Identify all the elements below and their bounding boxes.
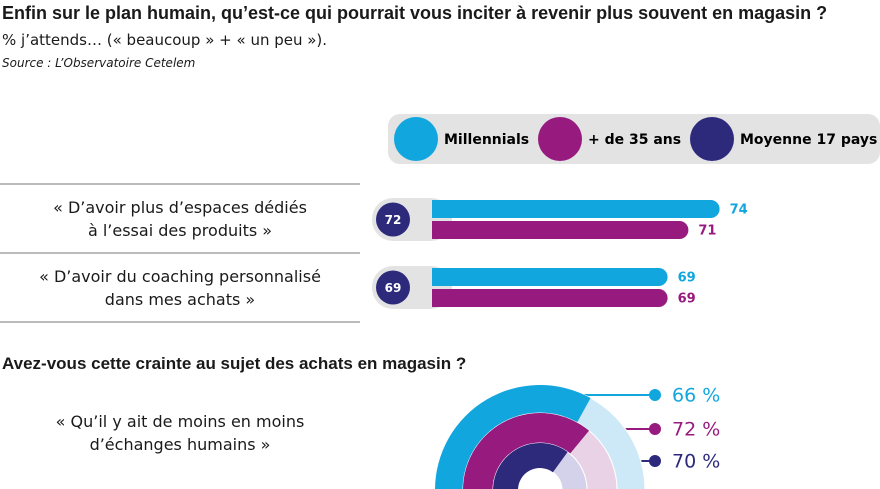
source: Source : L’Observatoire Cetelem <box>2 56 196 70</box>
question-title: Avez-vous cette crainte au sujet des ach… <box>2 354 467 373</box>
legend-label: Millennials <box>444 132 529 148</box>
average-label: 72 <box>385 213 402 227</box>
center-hole <box>524 474 556 489</box>
title: Enfin sur le plan humain, qu’est-ce qui … <box>2 3 828 23</box>
ring-arc <box>435 385 591 489</box>
subtitle: % j’attends… (« beaucoup » + « un peu »)… <box>2 31 328 49</box>
ring-arc <box>493 443 568 489</box>
category-label: « D’avoir du coaching personnalisé dans … <box>39 267 321 309</box>
value-label: 66 % <box>672 385 720 407</box>
category-label: « Qu’il y ait de moins en moins d’échang… <box>55 412 305 454</box>
category-label: « D’avoir plus d’espaces dédiés à l’essa… <box>53 198 307 240</box>
value-label: 69 <box>678 271 696 286</box>
legend-swatch <box>394 117 438 161</box>
legend-label: Moyenne 17 pays <box>740 132 877 148</box>
bar <box>432 200 720 218</box>
value-label: 72 % <box>672 419 720 441</box>
legend-label: + de 35 ans <box>588 132 681 148</box>
legend-swatch <box>690 117 734 161</box>
bar <box>432 268 668 286</box>
bar <box>432 221 689 239</box>
bar <box>432 289 668 307</box>
value-label: 74 <box>730 203 748 218</box>
average-marker <box>376 202 410 237</box>
value-label: 69 <box>678 292 696 307</box>
leader-dot <box>649 423 661 435</box>
value-label: 71 <box>698 224 716 239</box>
average-marker <box>376 270 410 305</box>
ring-arc <box>463 413 590 489</box>
leader-dot <box>649 455 661 467</box>
leader-dot <box>649 389 661 401</box>
legend-swatch <box>538 117 582 161</box>
value-label: 70 % <box>672 451 720 473</box>
average-label: 69 <box>385 281 402 295</box>
legend-background <box>388 114 880 164</box>
